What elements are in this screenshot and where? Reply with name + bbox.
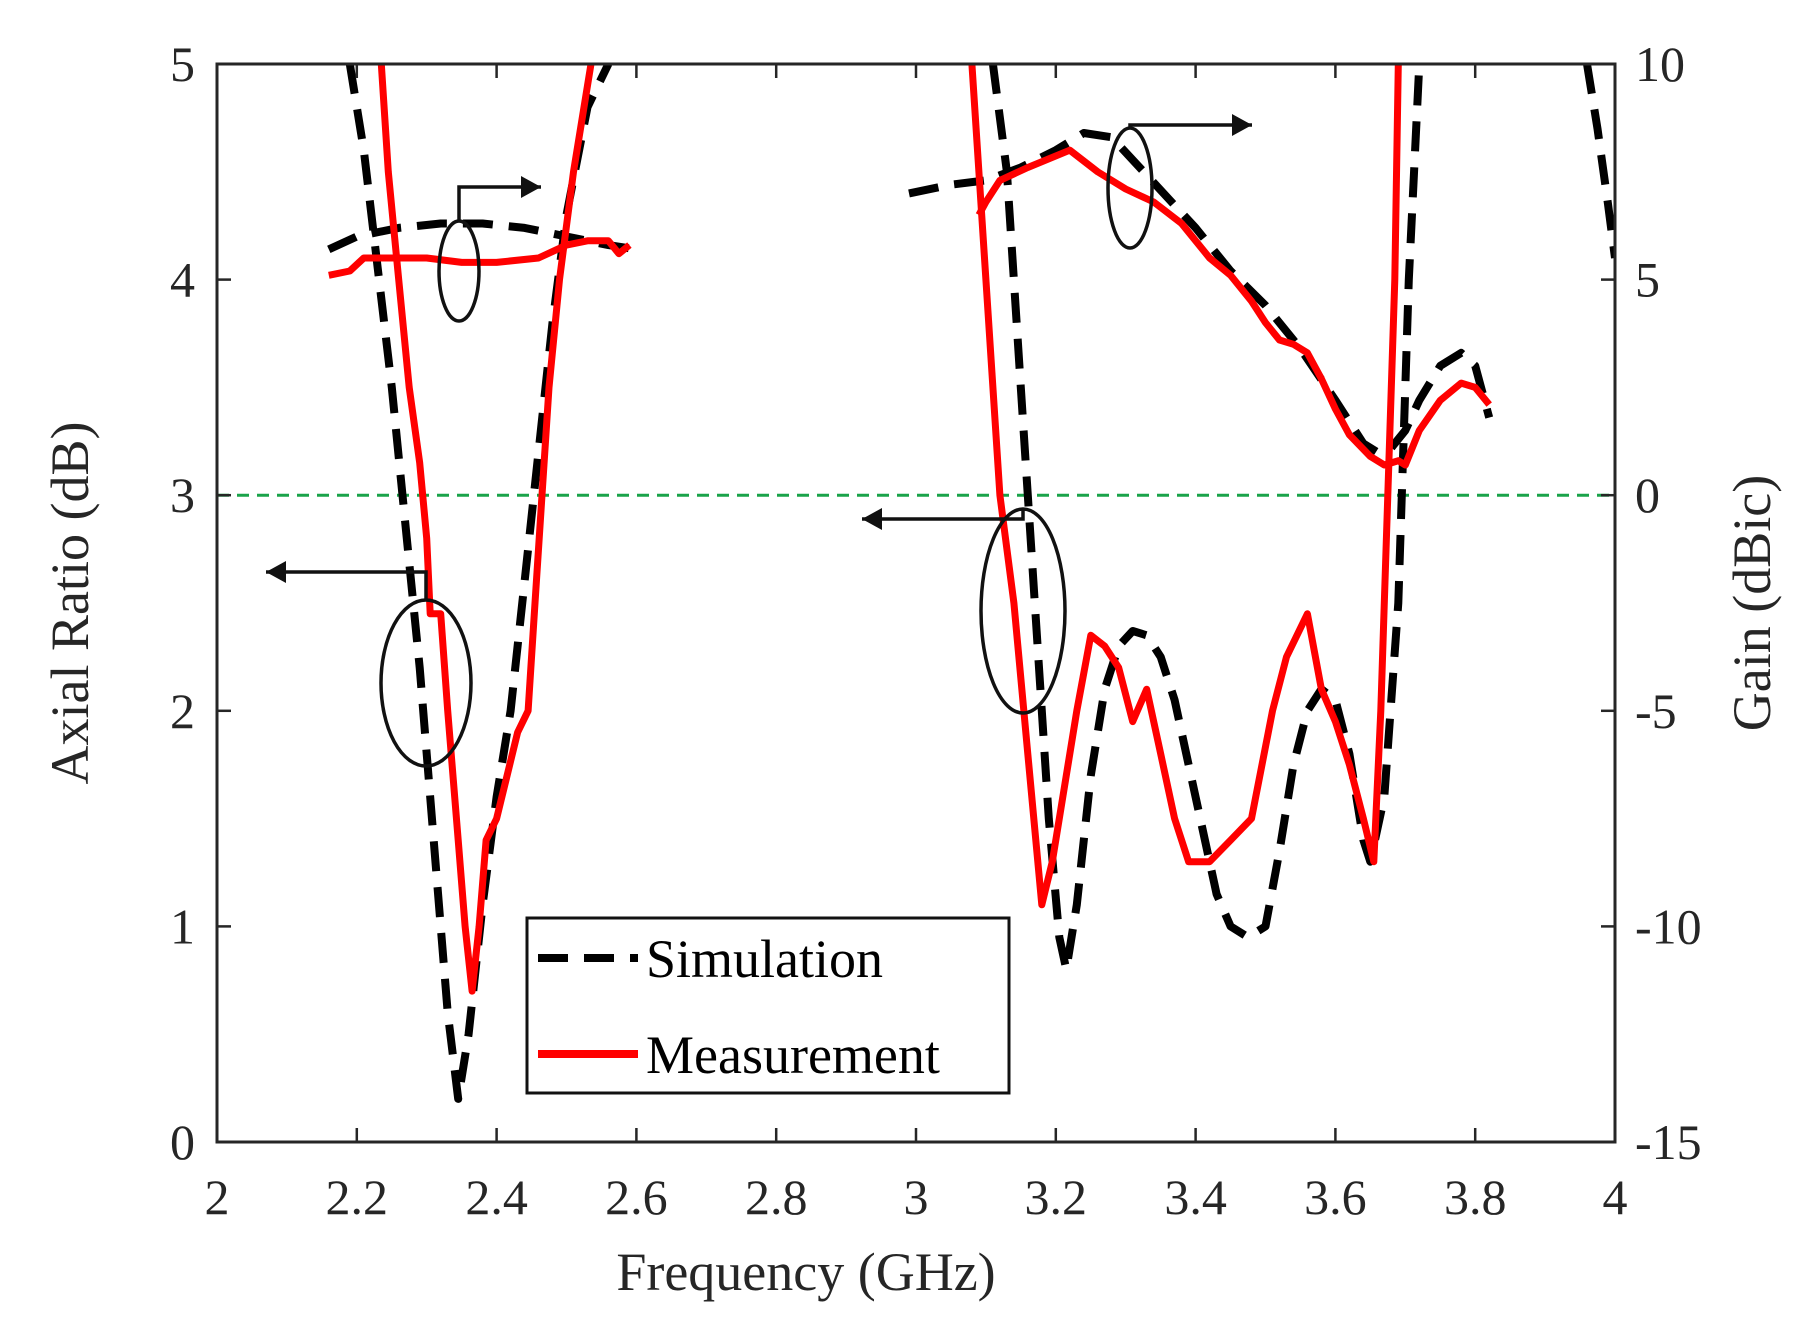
x-tick-label: 2.4 <box>465 1169 528 1225</box>
y-right-tick-label: 10 <box>1635 36 1685 92</box>
y-right-tick-label: -15 <box>1635 1114 1702 1170</box>
x-tick-label: 4 <box>1603 1169 1628 1225</box>
x-tick-label: 2 <box>205 1169 230 1225</box>
legend-simulation-label: Simulation <box>646 929 883 989</box>
x-tick-label: 3.4 <box>1164 1169 1227 1225</box>
x-tick-label: 3 <box>904 1169 929 1225</box>
y-left-axis-title: Axial Ratio (dB) <box>40 422 100 785</box>
y-left-tick-label: 2 <box>170 683 195 739</box>
x-tick-label: 3.2 <box>1025 1169 1088 1225</box>
y-right-tick-label: 5 <box>1635 252 1660 308</box>
y-left-tick-label: 1 <box>170 898 195 954</box>
y-right-tick-label: -5 <box>1635 683 1677 739</box>
x-tick-label: 2.2 <box>326 1169 389 1225</box>
x-axis-title: Frequency (GHz) <box>616 1242 995 1302</box>
x-tick-label: 3.6 <box>1304 1169 1367 1225</box>
y-right-tick-label: -10 <box>1635 898 1702 954</box>
legend-measurement-label: Measurement <box>646 1025 940 1085</box>
y-right-axis-title: Gain (dBic) <box>1722 475 1782 731</box>
y-left-tick-label: 5 <box>170 36 195 92</box>
y-left-tick-label: 3 <box>170 467 195 523</box>
chart-background <box>0 0 1811 1340</box>
axial-ratio-gain-chart: 2 2.2 2.4 2.6 2.8 3 3.2 3.4 3.6 3.8 4 0 1 2 3 4 5 -15 -10 -… <box>0 0 1811 1340</box>
y-left-tick-label: 4 <box>170 252 195 308</box>
x-tick-label: 3.8 <box>1444 1169 1507 1225</box>
legend: Simulation Measurement <box>527 918 1009 1093</box>
x-tick-label: 2.6 <box>605 1169 668 1225</box>
x-tick-label: 2.8 <box>745 1169 808 1225</box>
y-left-tick-label: 0 <box>170 1114 195 1170</box>
y-right-tick-label: 0 <box>1635 467 1660 523</box>
